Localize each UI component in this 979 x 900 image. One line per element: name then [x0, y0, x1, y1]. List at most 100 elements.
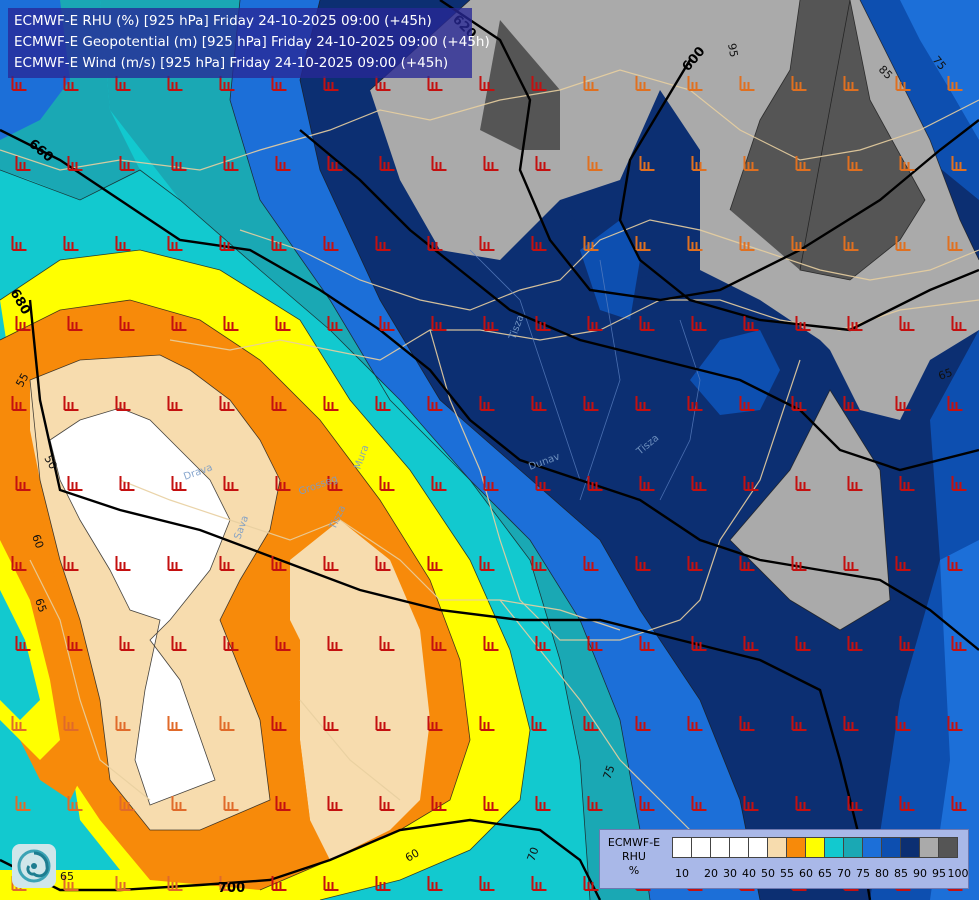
wind-barb-icon	[167, 236, 183, 251]
wind-barb-icon	[739, 236, 755, 251]
wind-barb-icon	[431, 796, 447, 811]
wind-barb-icon	[167, 76, 183, 91]
rhu-legend: ECMWF-E RHU % 10 20 30 40 50 55 60 65 70 75 80 85 90…	[599, 829, 969, 889]
wind-barb-icon	[271, 236, 287, 251]
wind-barb-icon	[483, 156, 499, 171]
wind-barb-icon	[639, 316, 655, 331]
wind-barb-icon	[427, 716, 443, 731]
wind-barb-icon	[67, 316, 83, 331]
wind-barb-icon	[635, 716, 651, 731]
legend-swatch	[881, 837, 901, 858]
wind-barb-icon	[11, 716, 27, 731]
wind-barb-icon	[743, 316, 759, 331]
legend-tick: 70	[837, 867, 851, 880]
wind-barb-icon	[219, 396, 235, 411]
legend-tick: 80	[875, 867, 889, 880]
wind-barb-icon	[639, 796, 655, 811]
legend-swatch	[805, 837, 825, 858]
wind-barb-icon	[791, 396, 807, 411]
wind-barb-icon	[947, 556, 963, 571]
wind-barb-icon	[531, 396, 547, 411]
wind-barb-icon	[895, 236, 911, 251]
wind-barb-icon	[171, 796, 187, 811]
legend-swatch	[729, 837, 749, 858]
wind-barb-icon	[223, 796, 239, 811]
wind-barb-icon	[483, 636, 499, 651]
wind-barb-icon	[63, 876, 79, 891]
wind-barb-icon	[535, 156, 551, 171]
wind-barb-icon	[535, 796, 551, 811]
wind-barb-icon	[483, 796, 499, 811]
rhu-label: 65	[60, 870, 74, 883]
wind-barb-icon	[219, 876, 235, 891]
wind-barb-icon	[951, 796, 967, 811]
wind-barb-icon	[67, 796, 83, 811]
wind-barb-icon	[847, 316, 863, 331]
wind-barb-icon	[535, 636, 551, 651]
legend-tick: 10	[675, 867, 689, 880]
wind-barb-icon	[11, 76, 27, 91]
wind-barb-icon	[431, 316, 447, 331]
wind-barb-icon	[427, 236, 443, 251]
wind-barb-icon	[431, 476, 447, 491]
geopotential-label: 700	[218, 881, 245, 896]
wind-barb-icon	[119, 476, 135, 491]
wind-barb-icon	[167, 396, 183, 411]
wind-barb-icon	[687, 556, 703, 571]
wind-barb-icon	[431, 636, 447, 651]
legend-title: ECMWF-E RHU %	[604, 836, 664, 878]
wind-barb-icon	[223, 316, 239, 331]
wind-barb-icon	[11, 396, 27, 411]
wind-barb-icon	[11, 876, 27, 891]
wind-barb-icon	[951, 636, 967, 651]
legend-unit: %	[628, 864, 640, 877]
wind-barb-icon	[479, 236, 495, 251]
legend-tick: 55	[780, 867, 794, 880]
wind-barb-icon	[219, 76, 235, 91]
rhu-label: 50	[41, 453, 59, 472]
wind-barb-icon	[951, 476, 967, 491]
wind-barb-icon	[531, 716, 547, 731]
wind-barb-icon	[479, 396, 495, 411]
wind-barb-icon	[795, 796, 811, 811]
wind-barb-icon	[687, 76, 703, 91]
wind-barb-icon	[531, 236, 547, 251]
wind-barb-icon	[275, 796, 291, 811]
wind-barb-icon	[635, 236, 651, 251]
wind-barb-icon	[15, 636, 31, 651]
wind-barb-icon	[11, 236, 27, 251]
wind-barb-icon	[899, 636, 915, 651]
wind-barb-icon	[743, 156, 759, 171]
wind-barb-icon	[739, 76, 755, 91]
wind-barb-icon	[275, 636, 291, 651]
wind-barb-icon	[431, 156, 447, 171]
wind-barb-icon	[639, 476, 655, 491]
rhu-label: 55	[13, 371, 31, 390]
wind-barb-icon	[951, 316, 967, 331]
wind-barb-icon	[639, 156, 655, 171]
wind-barb-icon	[271, 716, 287, 731]
wind-barb-icon	[899, 796, 915, 811]
ecmwf-swirl-icon	[12, 844, 56, 888]
wind-barb-icon	[219, 556, 235, 571]
wind-barb-icon	[895, 396, 911, 411]
wind-barb-icon	[687, 396, 703, 411]
legend-swatch	[862, 837, 882, 858]
wind-barb-icon	[119, 636, 135, 651]
wind-barb-icon	[67, 636, 83, 651]
wind-barb-icon	[587, 636, 603, 651]
wind-barb-icon	[119, 796, 135, 811]
wind-barb-icon	[63, 716, 79, 731]
wind-barb-icon	[739, 556, 755, 571]
legend-tick: 100	[947, 867, 969, 880]
wind-barb-icon	[795, 316, 811, 331]
wind-barb-icon	[843, 556, 859, 571]
wind-barb-icon	[635, 396, 651, 411]
wind-barb-icon	[379, 316, 395, 331]
wind-barb-icon	[327, 316, 343, 331]
wind-barb-icon	[15, 316, 31, 331]
wind-barb-icon	[739, 396, 755, 411]
legend-tick: 65	[818, 867, 832, 880]
wind-barb-icon	[275, 156, 291, 171]
wind-barb-icon	[323, 876, 339, 891]
